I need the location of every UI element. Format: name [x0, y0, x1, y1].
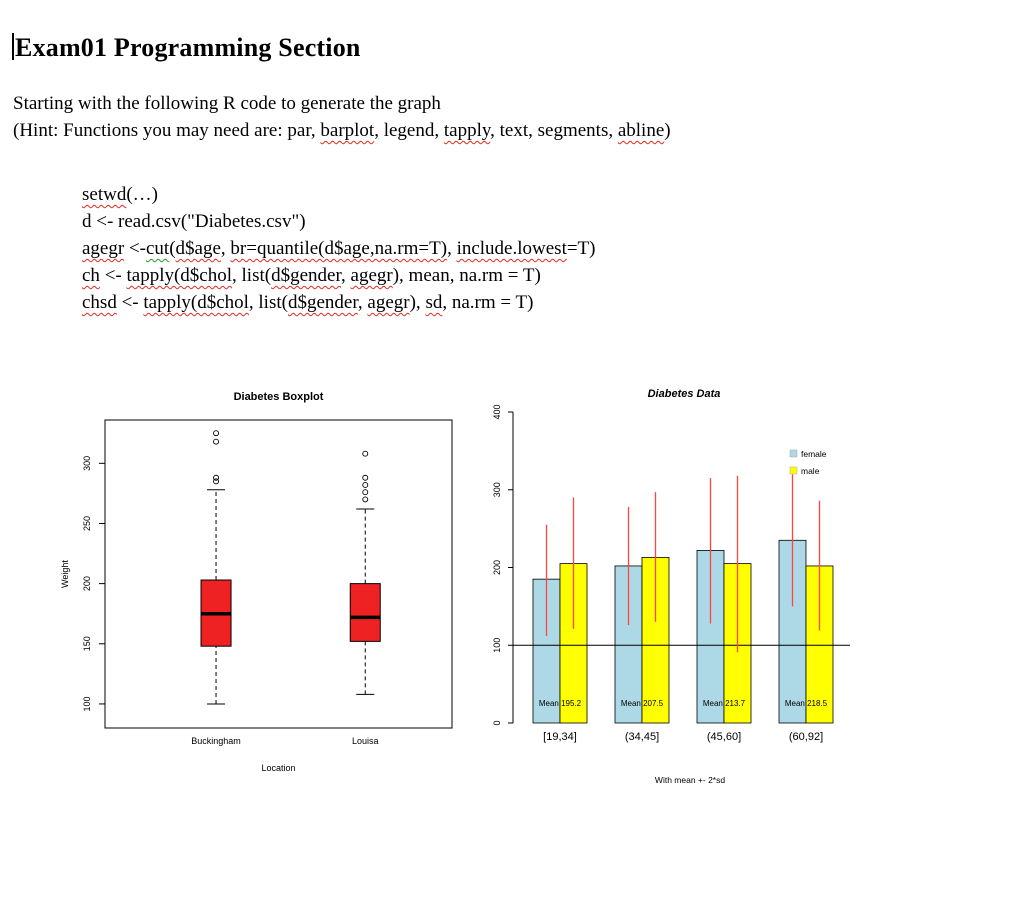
outlier-point	[362, 474, 369, 481]
text-segment: )	[664, 120, 671, 141]
y-tick-label: 300	[82, 456, 92, 471]
text-segment: sd	[425, 292, 443, 313]
legend-swatch	[789, 466, 798, 475]
text-segment: , legend,	[374, 120, 444, 141]
y-tick-label: 100	[492, 638, 502, 653]
text-segment: d$age	[175, 238, 221, 259]
outlier-point	[213, 474, 219, 481]
x-tick-label: Buckingham	[191, 736, 241, 746]
category-label: [19,34]	[543, 731, 577, 743]
x-tick-label: Louisa	[352, 736, 379, 746]
y-tick-label: 150	[82, 636, 92, 651]
text-segment: br=quantile(d$age,na.rm=T)	[230, 238, 448, 259]
text-segment: agegr	[82, 238, 125, 259]
text-segment: <-	[99, 265, 127, 286]
text-segment: setwd	[82, 184, 127, 205]
x-axis-label: Location	[261, 763, 295, 773]
outlier-point	[362, 496, 369, 503]
text-segment: ,	[357, 292, 368, 313]
text-segment: d$gender	[271, 265, 342, 286]
text-cursor-icon	[12, 33, 14, 60]
text-segment: , list(	[248, 292, 288, 313]
text-segment: (	[169, 238, 176, 259]
mean-label: Mean 207.5	[621, 699, 664, 708]
box	[349, 583, 381, 642]
text-segment: (…)	[126, 184, 158, 205]
intro-line: Starting with the following R code to ge…	[13, 93, 441, 114]
y-tick-label: 200	[492, 560, 502, 575]
boxplot-chart: Diabetes Boxplot 100 150 200 250 300 Weight Buc…	[60, 391, 453, 773]
text-segment: d$gender	[287, 292, 358, 313]
chart-title: Diabetes Data	[648, 388, 721, 400]
code-line: setwd(…)	[82, 181, 596, 208]
text-segment: ,	[447, 238, 457, 259]
text-segment: d <- read.csv("Diabetes.csv")	[82, 211, 306, 232]
legend-label: female	[801, 449, 827, 459]
y-tick-label: 250	[82, 516, 92, 531]
text-segment: include.lowest	[456, 238, 567, 259]
text-segment: tapply(d$chol	[126, 265, 233, 286]
code-line: ch <- tapply(d$chol, list(d$gender, ageg…	[82, 262, 596, 289]
code-block: setwd(…) d <- read.csv("Diabetes.csv") age…	[82, 181, 596, 316]
category-label: (60,92]	[789, 731, 823, 743]
legend-swatch	[789, 449, 798, 458]
outlier-point	[213, 430, 219, 437]
y-tick-label: 100	[82, 696, 92, 711]
outlier-point	[213, 438, 219, 445]
text-segment: (Hint: Functions you may need are: par,	[13, 120, 321, 141]
y-tick-label: 0	[492, 720, 502, 725]
page-title: Exam01 Programming Section	[12, 33, 361, 63]
text-segment: barplot	[320, 120, 375, 141]
text-segment: ,	[341, 265, 351, 286]
caption: With mean +- 2*sd	[655, 775, 725, 785]
code-line: d <- read.csv("Diabetes.csv")	[82, 208, 596, 235]
text-segment: <-	[116, 292, 144, 313]
y-tick-label: 200	[82, 576, 92, 591]
category-label: (45,60]	[707, 731, 741, 743]
text-segment: abline	[617, 120, 665, 141]
chart-title: Diabetes Boxplot	[234, 391, 324, 403]
plot-border	[104, 419, 453, 729]
text-segment: tapply(d$chol	[143, 292, 249, 313]
bar-chart: Diabetes Data 0 100 200 300 400 [19,34] (34,45]…	[492, 388, 850, 785]
text-segment: <-	[124, 238, 146, 259]
mean-label: Mean 195.2	[539, 699, 582, 708]
text-segment: agegr	[350, 265, 393, 286]
text-segment: agegr	[367, 292, 410, 313]
category-label: (34,45]	[625, 731, 659, 743]
code-line: agegr <-cut(d$age, br=quantile(d$age,na.…	[82, 235, 596, 262]
y-tick-label: 300	[492, 482, 502, 497]
text-segment: ch	[82, 265, 100, 286]
page-title-text: Exam01 Programming Section	[15, 33, 361, 62]
text-segment: tapply	[443, 120, 491, 141]
text-segment: ),	[409, 292, 426, 313]
y-tick-label: 400	[492, 404, 502, 419]
y-axis-label: Weight	[60, 560, 70, 588]
text-segment: , text, segments,	[490, 120, 618, 141]
text-segment: , list(	[232, 265, 272, 286]
text-segment: chsd	[82, 292, 117, 313]
hint-line: (Hint: Functions you may need are: par, …	[13, 120, 671, 142]
outlier-point	[362, 482, 369, 488]
code-line: chsd <- tapply(d$chol, list(d$gender, ag…	[82, 289, 596, 316]
text-segment: , na.rm = T)	[442, 292, 534, 313]
text-segment: =T)	[566, 238, 596, 259]
legend-label: male	[801, 466, 820, 476]
text-segment: ,	[220, 238, 231, 259]
text-segment: cut	[146, 238, 170, 259]
outlier-point	[362, 489, 369, 496]
outlier-point	[362, 450, 369, 457]
text-segment: ), mean, na.rm = T)	[392, 265, 541, 286]
mean-label: Mean 218.5	[785, 699, 828, 708]
mean-label: Mean 213.7	[703, 699, 746, 708]
outlier-point	[213, 478, 219, 485]
